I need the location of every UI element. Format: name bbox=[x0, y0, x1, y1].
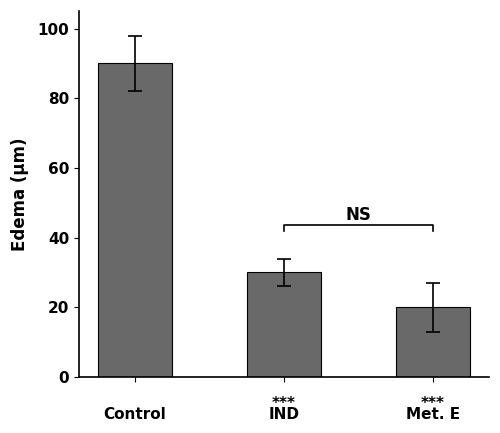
Bar bbox=[246, 272, 321, 377]
Y-axis label: Edema (μm): Edema (μm) bbox=[11, 137, 29, 251]
Text: NS: NS bbox=[346, 206, 372, 224]
Text: ***: *** bbox=[272, 397, 296, 411]
Bar bbox=[98, 63, 172, 377]
Text: ***: *** bbox=[421, 397, 445, 411]
Bar bbox=[396, 307, 470, 377]
